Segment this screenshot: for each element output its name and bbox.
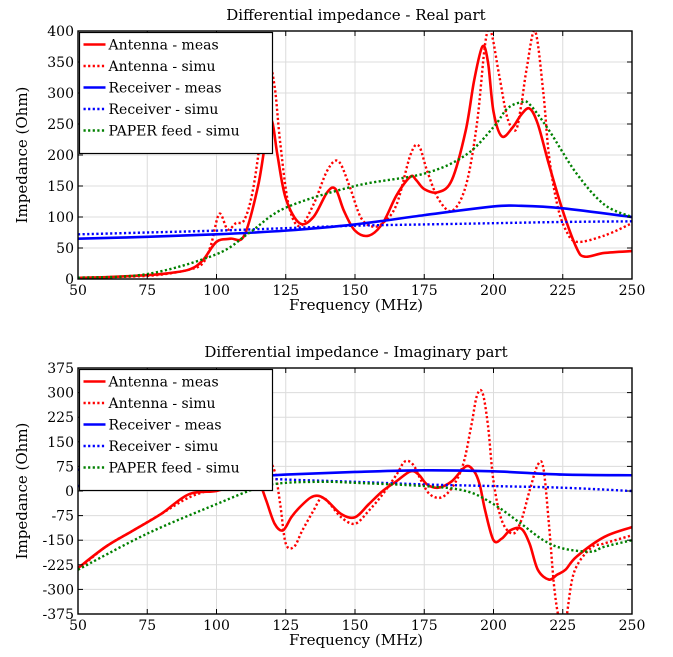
legend-label-5: PAPER feed - simu	[109, 461, 240, 477]
x-tick-label: 150	[342, 283, 369, 299]
x-tick-label: 200	[480, 283, 507, 299]
x-tick-label: 250	[619, 283, 646, 299]
y-tick-label: 75	[56, 459, 74, 475]
x-axis-label: Frequency (MHz)	[289, 296, 423, 314]
y-tick-label: 250	[47, 117, 74, 133]
y-axis-label: Impedance (Ohm)	[13, 87, 31, 224]
x-tick-label: 125	[272, 618, 299, 634]
series-line-1	[78, 44, 632, 279]
y-tick-label: 0	[65, 484, 74, 500]
y-tick-label: 300	[47, 86, 74, 102]
x-tick-label: 175	[411, 618, 438, 634]
chart-title: Differential impedance - Real part	[226, 6, 485, 24]
chart-title: Differential impedance - Imaginary part	[204, 343, 507, 361]
y-axis-label: Impedance (Ohm)	[13, 423, 31, 560]
x-tick-label: 100	[203, 618, 230, 634]
x-tick-label: 75	[138, 618, 156, 634]
y-tick-label: 150	[47, 179, 74, 195]
y-tick-label: -375	[43, 607, 74, 623]
y-tick-label: -75	[51, 509, 74, 525]
legend-label-1: Antenna - meas	[108, 38, 219, 54]
legend-label-4: Receiver - simu	[109, 439, 219, 455]
series-group	[78, 31, 632, 279]
legend-box	[78, 368, 274, 492]
y-tick-label: 400	[47, 24, 74, 40]
series-line-3	[78, 204, 632, 240]
legend-label-1: Antenna - meas	[108, 375, 219, 391]
chart-1: 50 75 100 125 150 175 200 225 250050100150200250…	[13, 6, 645, 314]
chart-2: 50 75 100 125 150 175 200 225 250 -375 -300 -225 -15…	[13, 343, 645, 649]
x-tick-label: 225	[549, 283, 576, 299]
x-tick-label: 125	[272, 283, 299, 299]
legend-label-5: PAPER feed - simu	[109, 124, 240, 140]
y-tick-label: 300	[47, 386, 74, 402]
x-tick-label: 100	[203, 283, 230, 299]
x-tick-label: 50	[69, 283, 87, 299]
x-tick-label: 50	[69, 618, 87, 634]
y-tick-label: 350	[47, 55, 74, 71]
series-line-5	[78, 100, 632, 279]
legend-label-2: Antenna - simu	[108, 59, 216, 75]
legend-label-4: Receiver - simu	[109, 102, 219, 118]
x-tick-label: 225	[549, 618, 576, 634]
x-tick-label: 200	[480, 618, 507, 634]
y-tick-label: -225	[43, 558, 74, 574]
legend-label-2: Antenna - simu	[108, 396, 216, 412]
legend-box	[78, 31, 274, 155]
y-tick-label: 0	[65, 272, 74, 288]
y-tick-label: 100	[47, 210, 74, 226]
legend: Antenna - meas Antenna - simu Receiver - m…	[78, 368, 274, 492]
y-tick-label: 225	[47, 410, 74, 426]
series-line-4	[78, 220, 632, 236]
y-tick-label: -150	[43, 533, 74, 549]
legend: Antenna - meas Antenna - simu Receiver - m…	[78, 31, 274, 155]
legend-label-3: Receiver - meas	[109, 81, 222, 97]
y-tick-label: 200	[47, 148, 74, 164]
y-tick-label: 50	[56, 241, 74, 257]
legend-label-3: Receiver - meas	[109, 418, 222, 434]
y-tick-label: 375	[47, 361, 74, 377]
series-line-2	[78, 388, 632, 614]
y-tick-label: 150	[47, 435, 74, 451]
x-tick-label: 75	[138, 283, 156, 299]
x-tick-label: 250	[619, 618, 646, 634]
x-axis-label: Frequency (MHz)	[289, 631, 423, 649]
y-tick-label: -300	[43, 582, 74, 598]
x-tick-label: 150	[342, 618, 369, 634]
x-tick-label: 175	[411, 283, 438, 299]
